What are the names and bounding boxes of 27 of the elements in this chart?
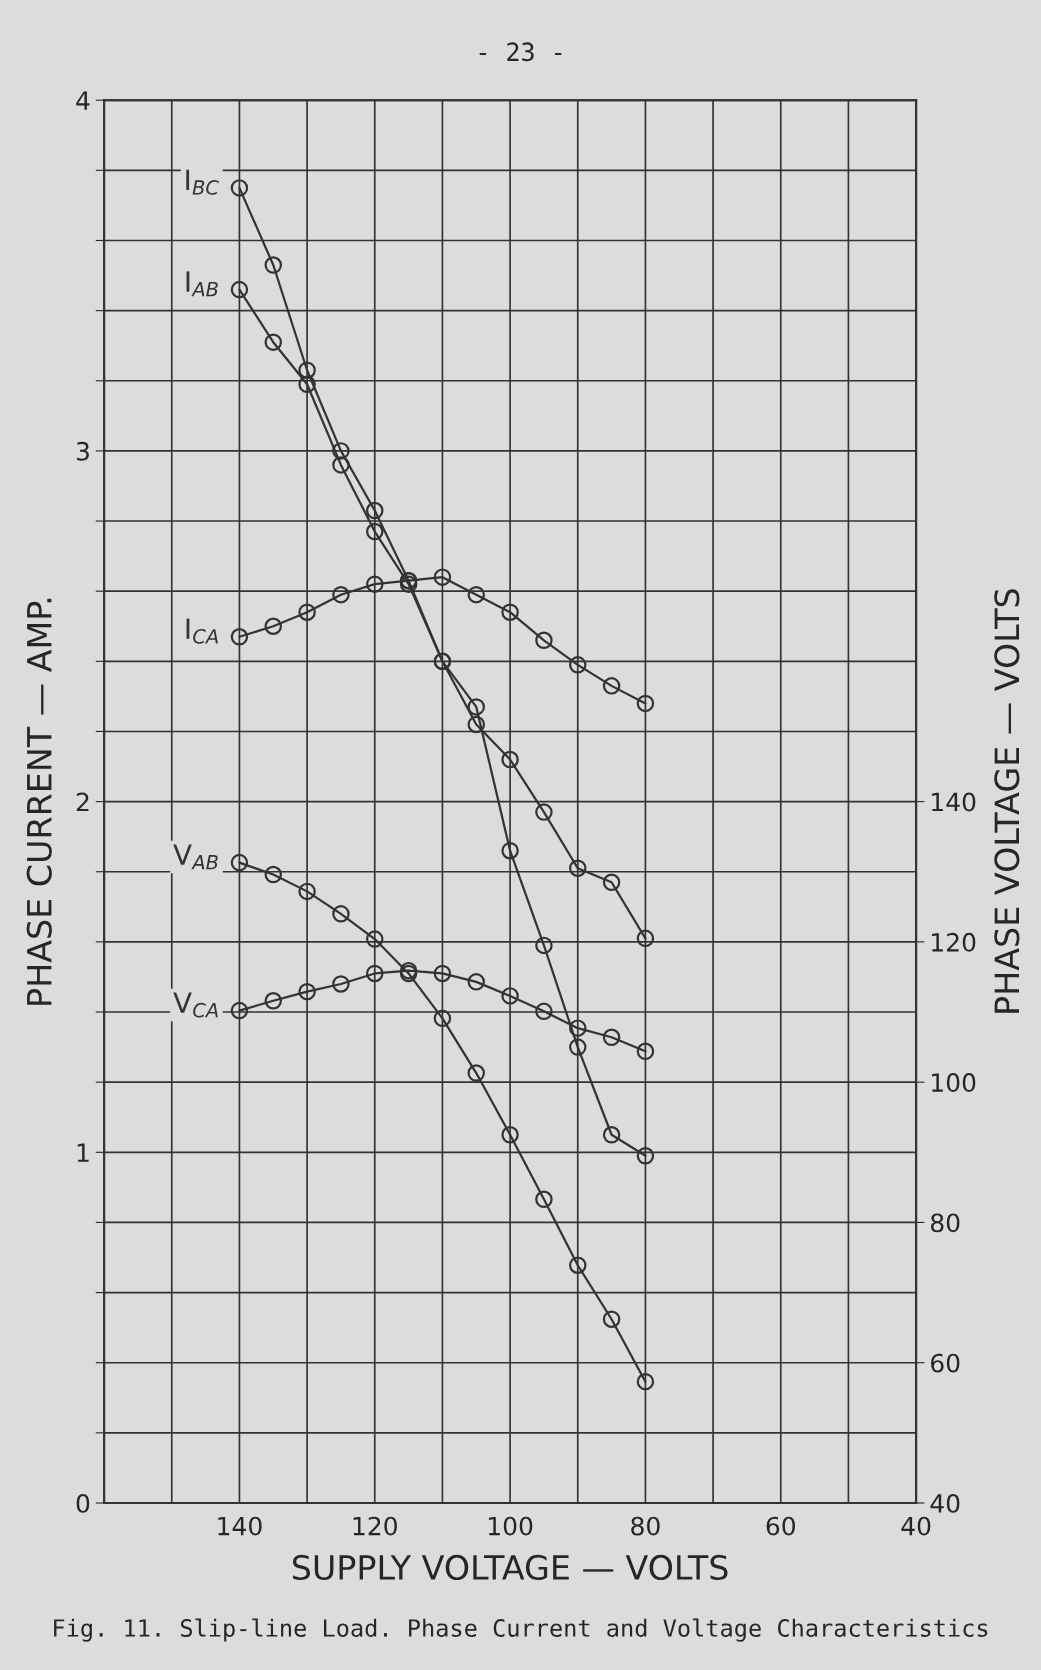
series-label: V$_{AB}$ — [173, 844, 218, 870]
series-label: V$_{CA}$ — [173, 992, 218, 1018]
x-axis-title: SUPPLY VOLTAGE — VOLTS — [292, 1554, 728, 1581]
x-tick-label: 120 — [353, 1516, 397, 1536]
y-tick-label: 0 — [76, 1493, 90, 1513]
y2-tick-label: 100 — [932, 1073, 976, 1093]
y2-axis-title: PHASE VOLTAGE — VOLTS — [994, 589, 1020, 1013]
y2-tick-label: 120 — [932, 932, 976, 952]
y2-tick-label: 80 — [930, 1213, 960, 1233]
series-label: I$_{AB}$ — [186, 271, 218, 297]
y2-tick-label: 140 — [932, 792, 976, 812]
x-tick-label: 140 — [218, 1516, 262, 1536]
x-tick-label: 80 — [631, 1516, 660, 1536]
x-tick-label: 100 — [488, 1516, 533, 1536]
y2-tick-label: 40 — [930, 1493, 960, 1513]
series-label: I$_{CA}$ — [186, 618, 218, 644]
y-tick-label: 1 — [77, 1143, 89, 1162]
series-label: I$_{BC}$ — [186, 169, 219, 195]
caption: Fig. 11. Slip-line Load. Phase Current and Voltage Characteristics — [54, 1618, 988, 1642]
y-tick-label: 2 — [76, 792, 89, 812]
y2-tick-label: 60 — [931, 1353, 960, 1373]
chart-title: - 23 - — [479, 42, 562, 62]
x-tick-label: 60 — [766, 1516, 795, 1536]
y-tick-label: 3 — [76, 441, 89, 461]
x-tick-label: 40 — [901, 1516, 931, 1536]
y-axis-title: PHASE CURRENT — AMP. — [26, 598, 52, 1005]
y-tick-label: 4 — [76, 91, 90, 110]
